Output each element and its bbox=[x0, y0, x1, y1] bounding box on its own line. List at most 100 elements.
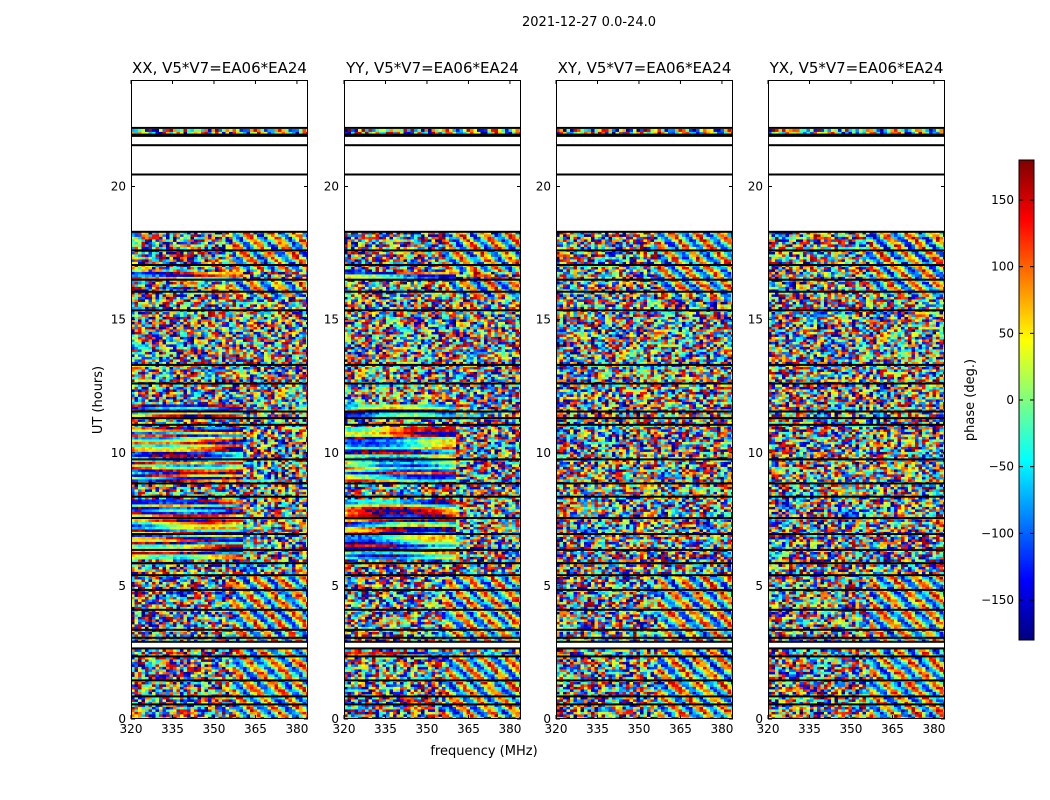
heatmap-cell bbox=[183, 656, 188, 660]
heatmap-cell bbox=[250, 496, 254, 500]
heatmap-cell bbox=[236, 684, 240, 687]
heatmap-cell bbox=[295, 706, 300, 710]
heatmap-cell bbox=[194, 709, 198, 712]
heatmap-cell bbox=[253, 554, 258, 557]
heatmap-cell bbox=[138, 489, 142, 492]
heatmap-cell bbox=[197, 576, 202, 580]
heatmap-cell bbox=[190, 711, 195, 715]
heatmap-cell bbox=[225, 711, 230, 715]
heatmap-cell bbox=[236, 571, 240, 575]
heatmap-cell bbox=[229, 486, 233, 490]
heatmap-cell bbox=[145, 606, 149, 610]
heatmap-cell bbox=[253, 614, 258, 617]
heatmap-cell bbox=[138, 511, 142, 515]
heatmap-cell bbox=[176, 486, 181, 490]
heatmap-cell bbox=[250, 476, 254, 480]
heatmap-cell bbox=[267, 569, 272, 572]
heatmap-cell bbox=[194, 486, 198, 490]
heatmap-cell bbox=[176, 546, 181, 550]
heatmap-cell bbox=[260, 616, 265, 620]
heatmap-cell bbox=[253, 591, 258, 595]
heatmap-cell bbox=[253, 564, 258, 567]
heatmap-cell bbox=[148, 614, 153, 617]
heatmap-cell bbox=[292, 649, 296, 652]
heatmap-cell bbox=[162, 706, 167, 710]
heatmap-cell bbox=[169, 604, 174, 607]
heatmap-cell bbox=[204, 626, 209, 630]
heatmap-cell bbox=[138, 596, 142, 600]
heatmap-cell bbox=[222, 559, 226, 562]
heatmap-cell bbox=[239, 614, 244, 617]
heatmap-cell bbox=[208, 659, 212, 662]
heatmap-cell bbox=[218, 519, 223, 522]
heatmap-cell bbox=[215, 606, 219, 610]
heatmap-cell bbox=[141, 639, 146, 642]
heatmap-cell bbox=[250, 466, 254, 470]
heatmap-cell bbox=[131, 704, 135, 707]
heatmap-cell bbox=[243, 579, 247, 582]
heatmap-cell bbox=[299, 469, 303, 472]
heatmap-cell bbox=[204, 491, 209, 495]
heatmap-cell bbox=[173, 539, 177, 542]
heatmap-cell bbox=[292, 484, 296, 487]
heatmap-cell bbox=[194, 619, 198, 622]
heatmap-cell bbox=[159, 501, 163, 505]
heatmap-cell bbox=[162, 651, 167, 655]
heatmap-cell bbox=[264, 466, 268, 470]
heatmap-cell bbox=[288, 691, 293, 695]
heatmap-cell bbox=[239, 676, 244, 680]
heatmap-cell bbox=[239, 491, 244, 495]
heatmap-cell bbox=[250, 686, 254, 690]
heatmap-cell bbox=[162, 509, 167, 512]
heatmap-cell bbox=[148, 486, 153, 490]
heatmap-cell bbox=[302, 664, 307, 667]
heatmap-cell bbox=[176, 586, 181, 590]
heatmap-cell bbox=[138, 554, 142, 557]
heatmap-cell bbox=[208, 649, 212, 652]
heatmap-cell bbox=[162, 594, 167, 597]
heatmap-cell bbox=[145, 676, 149, 680]
heatmap-cell bbox=[302, 616, 307, 620]
heatmap-cell bbox=[208, 551, 212, 555]
heatmap-cell bbox=[239, 551, 244, 555]
heatmap-cell bbox=[260, 669, 265, 672]
heatmap-cell bbox=[218, 634, 223, 637]
heatmap-cell bbox=[173, 474, 177, 477]
heatmap-cell bbox=[197, 531, 202, 535]
heatmap-cell bbox=[169, 639, 174, 642]
heatmap-cell bbox=[250, 546, 254, 550]
heatmap-cell bbox=[148, 531, 153, 535]
heatmap-cell bbox=[190, 606, 195, 610]
heatmap-cell bbox=[267, 536, 272, 540]
heatmap-cell bbox=[208, 576, 212, 580]
heatmap-cell bbox=[257, 576, 261, 580]
heatmap-cell bbox=[187, 686, 191, 690]
heatmap-cell bbox=[204, 661, 209, 665]
heatmap-cell bbox=[243, 474, 247, 477]
heatmap-cell bbox=[169, 706, 174, 710]
heatmap-cell bbox=[236, 556, 240, 560]
heatmap-cell bbox=[271, 471, 275, 475]
heatmap-cell bbox=[257, 466, 261, 470]
heatmap-cell bbox=[190, 494, 195, 497]
heatmap-cell bbox=[222, 471, 226, 475]
panel-title: XX, V5*V7=EA06*EA24 bbox=[132, 59, 307, 77]
heatmap-cell bbox=[232, 626, 237, 630]
heatmap-cell bbox=[152, 531, 156, 535]
heatmap-cell bbox=[169, 471, 174, 475]
heatmap-cell bbox=[176, 596, 181, 600]
heatmap-cell bbox=[299, 496, 303, 500]
heatmap-cell bbox=[299, 489, 303, 492]
heatmap-cell bbox=[222, 696, 226, 700]
heatmap-cell bbox=[155, 709, 160, 712]
heatmap-cell bbox=[138, 621, 142, 625]
heatmap-cell bbox=[225, 551, 230, 555]
heatmap-cell bbox=[162, 684, 167, 687]
heatmap-cell bbox=[155, 714, 160, 717]
heatmap-cell bbox=[176, 514, 181, 517]
heatmap-cell bbox=[162, 691, 167, 695]
heatmap-cell bbox=[236, 541, 240, 545]
heatmap-cell bbox=[208, 469, 212, 472]
heatmap-cell bbox=[260, 714, 265, 717]
heatmap-cell bbox=[138, 606, 142, 610]
